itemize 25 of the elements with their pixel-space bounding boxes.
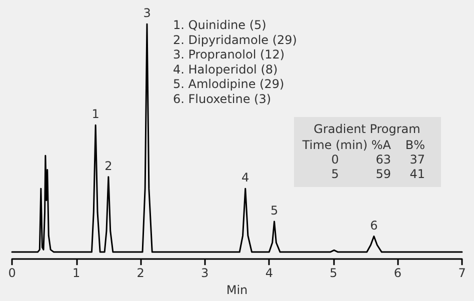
annotation: 1. Quinidine (5) — [173, 18, 266, 32]
annotation: Time (min) %A B% — [301, 138, 425, 152]
x-tick-label: 3 — [201, 266, 209, 280]
annotation: 3. Propranolol (12) — [173, 48, 285, 62]
x-tick-label: 6 — [394, 266, 402, 280]
annotation: 1 — [92, 107, 100, 122]
annotation: 2 — [104, 158, 112, 173]
x-axis-title: Min — [226, 283, 248, 297]
annotation: 4 — [242, 170, 250, 185]
x-tick-label: 2 — [136, 266, 144, 280]
annotation: 3 — [143, 6, 151, 20]
x-tick-label: 4 — [265, 266, 273, 280]
annotation: 5. Amlodipine (29) — [173, 77, 284, 92]
annotation: 6. Fluoxetine (3) — [173, 92, 272, 106]
x-tick-label: 5 — [330, 266, 338, 280]
text: 0 63 37 — [331, 152, 425, 166]
annotation: 4. Haloperidol (8) — [173, 62, 278, 76]
text: 5 59 41 — [331, 167, 425, 181]
x-tick-label: 0 — [8, 266, 16, 280]
x-tick-label: 1 — [72, 266, 80, 280]
annotation: 5 — [270, 203, 278, 218]
annotation: 6 — [370, 218, 378, 232]
x-tick-label: 7 — [458, 266, 466, 280]
annotation: 2. Dipyridamole (29) — [173, 32, 297, 47]
annotation: Gradient Program — [314, 122, 420, 136]
